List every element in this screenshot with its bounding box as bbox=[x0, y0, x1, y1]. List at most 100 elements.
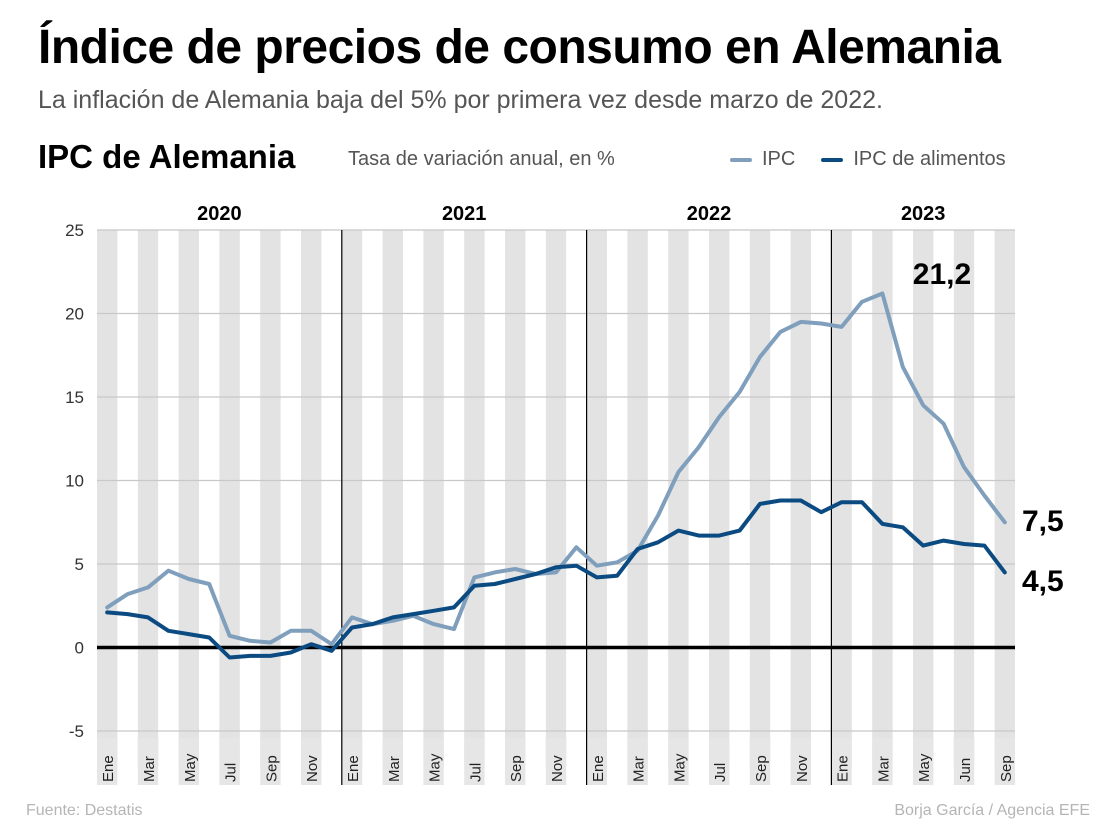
annotations: 21,2 7,5 4,5 bbox=[913, 258, 1064, 598]
x-tick-label: Mar bbox=[875, 756, 892, 782]
month-stripe bbox=[178, 230, 199, 765]
year-header: 2020 bbox=[197, 203, 242, 225]
y-tick-label: -5 bbox=[69, 722, 84, 741]
source-note: Fuente: Destatis bbox=[26, 802, 143, 819]
legend: IPC IPC de alimentos bbox=[730, 148, 1006, 171]
x-tick-label: May bbox=[916, 753, 933, 782]
x-tick-label: Sep bbox=[508, 755, 525, 782]
month-stripe bbox=[831, 230, 852, 765]
series-line-ipc bbox=[105, 291, 1007, 647]
y-axis-labels: -5 0 5 10 15 20 25 bbox=[65, 221, 84, 741]
x-tick-label: Ene bbox=[835, 755, 852, 782]
x-tick-label: May bbox=[182, 753, 199, 782]
month-stripe bbox=[913, 230, 934, 765]
month-stripe bbox=[953, 230, 975, 765]
legend-swatch-alimentos bbox=[821, 157, 844, 162]
year-headers: 2020 2021 2022 2023 bbox=[197, 203, 945, 225]
month-label-stripe bbox=[872, 738, 893, 785]
month-label-stripe bbox=[301, 738, 322, 785]
year-header: 2021 bbox=[442, 203, 487, 225]
month-label-stripe bbox=[586, 738, 607, 785]
month-stripe bbox=[627, 230, 648, 765]
page-title: Índice de precios de consumo en Alemania bbox=[38, 21, 1001, 74]
x-tick-label: Mar bbox=[631, 756, 648, 782]
month-stripe bbox=[423, 230, 444, 765]
month-stripe bbox=[505, 230, 526, 765]
legend-swatch-ipc bbox=[730, 157, 752, 162]
month-label-stripe bbox=[464, 738, 485, 785]
x-tick-label: Nov bbox=[794, 755, 811, 782]
month-stripe bbox=[790, 230, 811, 765]
y-tick-label: 10 bbox=[65, 472, 84, 491]
x-tick-label: Nov bbox=[549, 755, 566, 782]
month-label-stripe bbox=[790, 738, 811, 785]
x-tick-label: Jul bbox=[712, 763, 729, 782]
year-header: 2022 bbox=[687, 203, 732, 225]
series-line-alimentos bbox=[105, 498, 1007, 660]
value-annotation: 4,5 bbox=[1022, 565, 1064, 598]
month-label-stripe bbox=[545, 738, 567, 785]
x-tick-label: Jul bbox=[223, 763, 240, 782]
month-stripe bbox=[341, 230, 363, 765]
x-tick-label: Mar bbox=[141, 756, 158, 782]
y-tick-label: 0 bbox=[75, 639, 84, 658]
month-label-stripe bbox=[831, 738, 852, 785]
gridlines bbox=[97, 229, 1015, 732]
y-tick-label: 15 bbox=[65, 388, 84, 407]
x-tick-label: Nov bbox=[304, 755, 321, 782]
month-label-stripe bbox=[178, 738, 199, 785]
x-tick-label: May bbox=[671, 753, 688, 782]
month-label-stripe bbox=[627, 738, 648, 785]
legend-item-alimentos: IPC de alimentos bbox=[821, 148, 1006, 171]
y-tick-label: 5 bbox=[75, 555, 84, 574]
month-stripe bbox=[219, 230, 240, 765]
month-label-stripe bbox=[668, 738, 689, 785]
month-stripe bbox=[586, 230, 607, 765]
month-label-stripe bbox=[994, 738, 1015, 785]
month-label-stripe bbox=[505, 738, 526, 785]
month-label-stripe bbox=[341, 738, 363, 785]
month-label-stripe bbox=[97, 738, 118, 785]
chart-unit-label: Tasa de variación anual, en % bbox=[348, 148, 615, 170]
legend-label-ipc: IPC bbox=[762, 148, 796, 170]
month-stripe bbox=[668, 230, 689, 765]
x-tick-label: Ene bbox=[100, 755, 117, 782]
month-label-stripe bbox=[709, 738, 730, 785]
x-tick-label: Ene bbox=[345, 755, 362, 782]
x-tick-label: Mar bbox=[386, 756, 403, 782]
x-tick-label: May bbox=[427, 753, 444, 782]
month-stripe bbox=[872, 230, 893, 765]
month-stripe bbox=[749, 230, 771, 765]
page-subtitle: La inflación de Alemania baja del 5% por… bbox=[38, 86, 883, 114]
month-label-stripe bbox=[219, 738, 240, 785]
month-stripe bbox=[545, 230, 567, 765]
x-tick-label: Sep bbox=[998, 755, 1015, 782]
series-lines bbox=[105, 291, 1007, 660]
month-stripe bbox=[301, 230, 322, 765]
month-stripe bbox=[97, 230, 118, 765]
x-axis-labels: Ene Mar May Jul Sep Nov Ene Mar May Jul Sep Nov Ene M… bbox=[100, 753, 1015, 782]
month-label-stripe bbox=[913, 738, 934, 785]
year-header: 2023 bbox=[901, 203, 946, 225]
month-label-stripe bbox=[260, 738, 281, 785]
credit-note: Borja García / Agencia EFE bbox=[894, 802, 1090, 819]
month-label-stripe bbox=[953, 738, 975, 785]
month-label-stripe bbox=[749, 738, 771, 785]
month-label-stripe bbox=[423, 738, 444, 785]
month-label-stripe bbox=[382, 738, 403, 785]
x-tick-label: Jun bbox=[957, 758, 974, 782]
month-stripes bbox=[97, 230, 1015, 785]
month-stripe bbox=[137, 230, 159, 765]
x-tick-label: Jul bbox=[467, 763, 484, 782]
x-tick-label: Sep bbox=[753, 755, 770, 782]
x-tick-label: Sep bbox=[263, 755, 280, 782]
chart-title: IPC de Alemania bbox=[38, 138, 296, 175]
y-tick-label: 20 bbox=[65, 305, 84, 324]
x-tick-label: Ene bbox=[590, 755, 607, 782]
legend-item-ipc: IPC bbox=[730, 148, 795, 171]
y-tick-label: 25 bbox=[65, 221, 84, 240]
month-stripe bbox=[994, 230, 1015, 765]
month-stripe bbox=[709, 230, 730, 765]
month-stripe bbox=[260, 230, 281, 765]
